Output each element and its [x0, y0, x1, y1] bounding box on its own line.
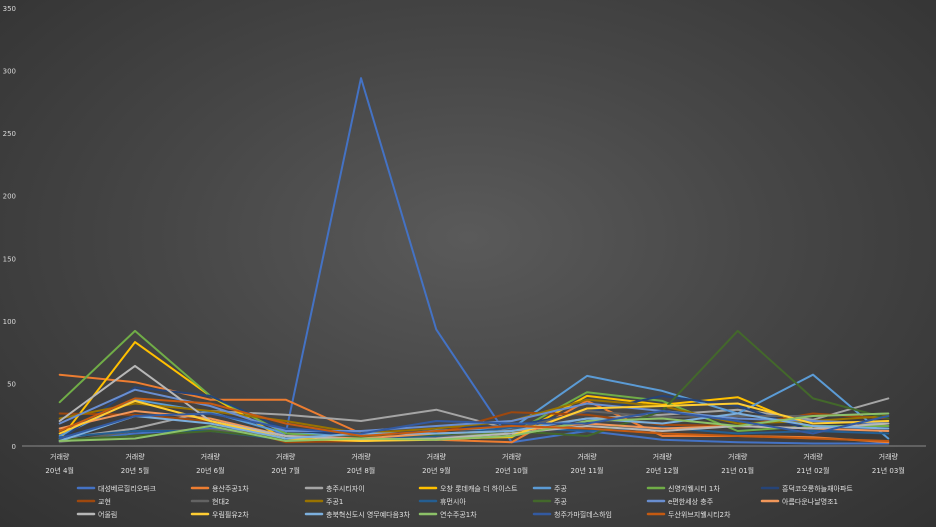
x-tick-label-group: 거래량 [125, 452, 145, 461]
x-tick-label-group: 거래량 [276, 452, 296, 461]
x-tick-label: 20년 8월 [347, 466, 375, 475]
x-tick-label: 20년 11월 [571, 466, 604, 475]
series-line [58, 412, 890, 442]
plot-area [58, 77, 890, 445]
x-tick-label: 20년 6월 [196, 466, 224, 475]
legend-label: 오창 롯데캐슬 더 하이스트 [440, 484, 518, 493]
y-axis: 0 50 100 150 200 250 300 350 [3, 5, 16, 451]
x-tick-label-group: 거래량 [803, 452, 823, 461]
series-line [58, 412, 890, 442]
x-tick-label: 20년 7월 [271, 466, 299, 475]
x-tick-label: 21년 02월 [797, 466, 830, 475]
x-tick-label-group: 거래량 [879, 452, 899, 461]
series-line [58, 364, 890, 441]
x-tick-label-group: 거래량 [653, 452, 673, 461]
x-tick-label: 20년 5월 [121, 466, 149, 475]
legend-label: 흥덕코오롱하늘채아파트 [782, 484, 853, 493]
x-tick-label-group: 거래량 [577, 452, 597, 461]
x-tick-label: 20년 4월 [45, 466, 73, 475]
legend-label: 어울림 [98, 510, 117, 519]
legend-label: 주공1 [326, 498, 343, 506]
y-tick-label: 200 [3, 193, 16, 201]
legend-label: 주공 [554, 498, 567, 506]
legend-label: 주공 [554, 485, 567, 493]
y-tick-label: 300 [3, 68, 16, 76]
x-tick-label-group: 거래량 [50, 452, 70, 461]
legend-label: 용산주공1차 [212, 484, 249, 493]
y-tick-label: 100 [3, 318, 16, 326]
legend: 대성베르힐리오파크 용산주공1차 충주시티자이 오창 롯데캐슬 더 하이스트 주공 신영지… [76, 484, 853, 519]
legend-label: 현대2 [212, 498, 229, 506]
legend-label: 휴먼시아 [440, 497, 466, 506]
x-tick-label: 21년 01월 [721, 466, 754, 475]
x-tick-label-group: 거래량 [427, 452, 447, 461]
legend-label: e편한세상 충주 [668, 497, 714, 506]
series-line [58, 386, 890, 441]
y-tick-label: 250 [3, 130, 16, 138]
x-axis: 거래량 20년 4월 거래량 20년 5월 거래량 20년 6월 거래량 20년 7월 거래량 2… [22, 445, 926, 475]
series-line [58, 397, 890, 442]
series-line [58, 329, 890, 440]
series-line [58, 410, 890, 440]
legend-label: 신영지웰시티 1차 [668, 484, 720, 493]
x-tick-label: 20년 12월 [646, 466, 679, 475]
y-tick-label: 0 [12, 443, 16, 451]
y-tick-label: 350 [3, 5, 16, 13]
x-tick-label: 21년 03월 [872, 466, 905, 475]
series-line [58, 77, 890, 445]
legend-label: 교현 [98, 498, 111, 506]
x-tick-label: 20년 9월 [422, 466, 450, 475]
legend-label: 충주시티자이 [326, 484, 365, 493]
legend-label: 대성베르힐리오파크 [98, 484, 157, 493]
x-tick-label-group: 거래량 [728, 452, 748, 461]
legend-label: 충북혁신도시 영무예다음3차 [326, 510, 411, 519]
legend-label: 두산위브지웰시티2차 [668, 510, 731, 519]
y-tick-label: 150 [3, 255, 16, 263]
legend-label: 청주가마힐데스하임 [554, 510, 612, 519]
x-tick-label-group: 거래량 [351, 452, 371, 461]
legend-label: 우림필유2차 [212, 510, 249, 519]
x-tick-label-group: 거래량 [502, 452, 522, 461]
legend-label: 연수주공1차 [440, 510, 477, 519]
y-tick-label: 50 [7, 380, 16, 388]
x-tick-label: 20년 10월 [495, 466, 528, 475]
legend-label: 아름다운나날명조1 [782, 497, 838, 506]
x-tick-label-group: 거래량 [201, 452, 221, 461]
